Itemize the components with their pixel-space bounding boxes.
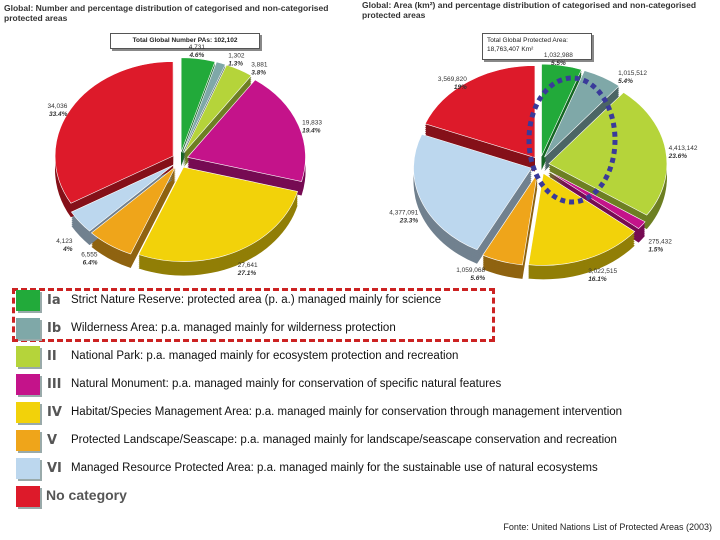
pie1-value-label-ia: 4,731 [189, 44, 206, 51]
legend-description: Wilderness Area: p.a. managed mainly for… [71, 322, 396, 334]
pie1-value-label-vi: 4,123 [56, 238, 73, 245]
legend-swatch-iv [16, 402, 40, 423]
legend-swatch-v [16, 430, 40, 451]
pie1-pct-label-ib: 1.3% [228, 61, 243, 68]
pie2-slice-ii [548, 92, 668, 216]
pie2-pct-label-ii: 23.6% [668, 153, 688, 160]
pie1-value-label-ib: 1,302 [228, 53, 245, 60]
legend-code: IV [47, 405, 62, 420]
pie1-value-label-iv: 27,641 [238, 262, 258, 269]
pie2-slice-v [482, 173, 538, 266]
legend-code: V [47, 433, 58, 448]
pie1-slice-ii [183, 64, 252, 154]
pie2-pct-label-ia: 5.5% [551, 60, 566, 67]
pie2-pct-label-iv: 16.1% [588, 276, 607, 283]
legend-description: National Park: p.a. managed mainly for e… [71, 350, 459, 362]
pie1-pct-label-v: 6.4% [83, 259, 98, 266]
legend-description: Protected Landscape/Seascape: p.a. manag… [71, 434, 617, 446]
legend-code: Ib [47, 321, 62, 336]
pie2-pct-label-ib: 5.4% [618, 78, 633, 85]
legend-swatch-no-category [16, 486, 40, 507]
pie2-pct-label-iii: 1.5% [648, 246, 663, 253]
pie2-pct-label-vi: 23.3% [399, 217, 419, 224]
legend-code: No category [46, 487, 127, 503]
pie2-value-label-ib: 1,015,512 [618, 70, 647, 77]
left-chart-title: Global: Number and percentage distributi… [4, 3, 329, 23]
pie2-value-label-ia: 1,032,988 [544, 52, 573, 59]
pie1-slice-iii [186, 79, 306, 182]
pie1-pct-label-vi: 4% [62, 246, 73, 253]
legend-description: Habitat/Species Management Area: p.a. ma… [71, 406, 623, 418]
pie1-pct-label-ia: 4.6% [188, 52, 204, 59]
legend-swatch-vi [16, 458, 40, 479]
right-chart-title: Global: Area (km²) and percentage distri… [362, 0, 697, 20]
pie2-value-label-v: 1,059,068 [456, 267, 485, 274]
pie2-slice-vi [413, 134, 533, 251]
pie2-value-label-vi: 4,377,091 [389, 209, 418, 216]
pie2-slice-iii [547, 170, 646, 229]
pie1-pct-label-ii: 3.8% [251, 69, 266, 76]
legend-code: III [47, 377, 62, 392]
pie2-value-label-iv: 3,022,515 [588, 268, 617, 275]
right-total-box: Total Global Protected Area: 18,763,407 … [482, 33, 592, 60]
pie1-slice-ia [180, 57, 216, 153]
pie1-pct-label-iii: 19.4% [302, 127, 321, 134]
pie1-slice-no-category [54, 61, 174, 204]
pie2-pct-label-v: 5.6% [470, 275, 485, 282]
pie1-slice-iv [138, 166, 298, 262]
pie2-value-label-ii: 4,413,142 [669, 145, 698, 152]
legend-code: VI [47, 461, 62, 476]
pie2-slice-no-category [424, 65, 536, 158]
legend-code: Ia [47, 293, 61, 308]
left-total-box: Total Global Number PAs: 102,102 [110, 33, 260, 49]
right-total-line1: Total Global Protected Area: [487, 37, 568, 44]
legend-description: Natural Monument: p.a. managed mainly fo… [71, 378, 502, 390]
pie1-value-label-v: 6,555 [81, 251, 98, 258]
pie1-slice-v [90, 166, 176, 255]
highlight-box [12, 288, 495, 342]
pie2-pct-label-no-category: 19% [454, 84, 467, 91]
pie1-slice-ib [182, 61, 226, 153]
pie1-pct-label-no-category: 33.4% [49, 111, 68, 118]
right-total-line2: 18,763,407 Km² [487, 46, 534, 53]
pie1-value-label-ii: 3,881 [251, 61, 268, 68]
pie1-value-label-iii: 19,833 [302, 119, 322, 126]
pie2-value-label-no-category: 3,569,820 [438, 76, 467, 83]
legend-code: II [47, 349, 57, 364]
legend-swatch-ib [16, 318, 40, 339]
pie2-value-label-iii: 275,432 [648, 238, 672, 245]
source-note: Fonte: United Nations List of Protected … [503, 522, 712, 532]
legend-swatch-ia [16, 290, 40, 311]
pie1-value-label-no-category: 34,036 [48, 103, 68, 110]
legend-description: Strict Nature Reserve: protected area (p… [71, 294, 442, 306]
legend-swatch-ii [16, 346, 40, 367]
highlight-circle [526, 75, 618, 205]
legend-description: Managed Resource Protected Area: p.a. ma… [71, 462, 598, 474]
pie1-pct-label-iv: 27.1% [237, 270, 257, 277]
pie1-slice-vi [70, 164, 174, 232]
legend-swatch-iii [16, 374, 40, 395]
